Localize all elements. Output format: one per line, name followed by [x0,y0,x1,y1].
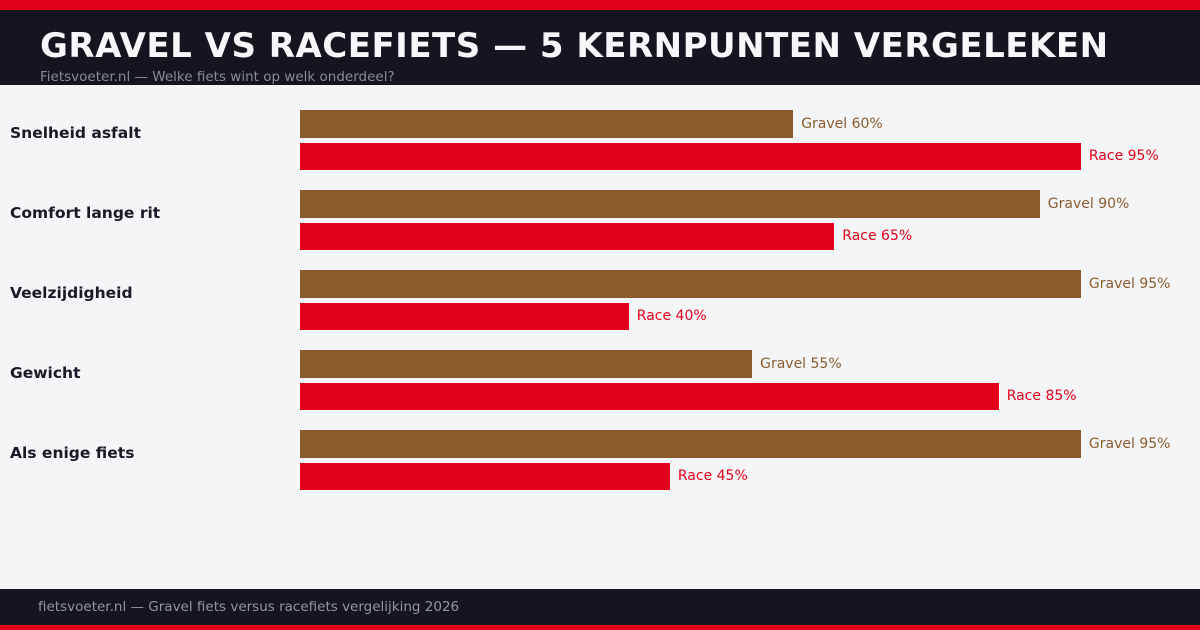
bar-track: Gravel 60% Race 95% [300,110,1159,170]
race-bar [300,303,629,330]
race-value-label: Race 95% [1088,148,1159,164]
comparison-row: Snelheid asfalt Gravel 60% Race 95% [0,110,1200,170]
bottom-accent-bar [0,625,1200,630]
bar-track: Gravel 55% Race 85% [300,350,1122,410]
race-value-label: Race 65% [842,228,913,244]
page-subtitle: Fietsvoeter.nl — Welke fiets wint op wel… [40,69,395,85]
race-bar [300,463,670,490]
race-bar [300,223,835,250]
bar-track: Gravel 90% Race 65% [300,190,1129,250]
gravel-bar [300,110,794,138]
comparison-row: Gewicht Gravel 55% Race 85% [0,350,1200,410]
footer-text: fietsvoeter.nl — Gravel fiets versus rac… [38,599,460,615]
category-label: Veelzijdigheid [10,284,133,302]
bar-track: Gravel 95% Race 40% [300,270,1170,330]
comparison-row: Als enige fiets Gravel 95% Race 45% [0,430,1200,490]
category-label: Snelheid asfalt [10,124,141,142]
footer: fietsvoeter.nl — Gravel fiets versus rac… [0,589,1200,625]
category-label: Comfort lange rit [10,204,161,222]
gravel-bar [300,430,1081,458]
race-bar [300,143,1081,170]
comparison-row: Veelzijdigheid Gravel 95% Race 40% [0,270,1200,330]
page-title: GRAVEL VS RACEFIETS — 5 KERNPUNTEN VERGE… [40,26,1109,66]
comparison-row: Comfort lange rit Gravel 90% Race 65% [0,190,1200,250]
top-accent-bar [0,0,1200,10]
race-value-label: Race 45% [677,468,748,484]
bar-track: Gravel 95% Race 45% [300,430,1170,490]
race-bar [300,383,999,410]
race-value-label: Race 40% [636,308,707,324]
gravel-value-label: Gravel 55% [760,356,842,372]
category-label: Gewicht [10,364,81,382]
gravel-bar [300,270,1081,298]
category-label: Als enige fiets [10,444,135,462]
gravel-bar [300,190,1040,218]
race-value-label: Race 85% [1006,388,1077,404]
gravel-value-label: Gravel 95% [1088,276,1171,292]
header: GRAVEL VS RACEFIETS — 5 KERNPUNTEN VERGE… [0,10,1200,85]
gravel-bar [300,350,753,378]
gravel-value-label: Gravel 60% [801,116,883,132]
gravel-value-label: Gravel 95% [1088,436,1171,452]
gravel-value-label: Gravel 90% [1047,196,1130,212]
